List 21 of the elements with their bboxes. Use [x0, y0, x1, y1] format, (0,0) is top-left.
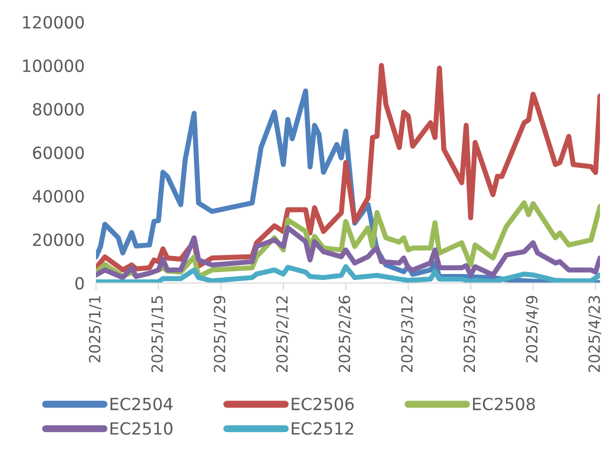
legend-label: EC2510: [110, 422, 172, 435]
x-tick-label: 2025/3/12: [401, 296, 414, 372]
legend-label: EC2512: [292, 422, 354, 435]
x-tick-label: 2025/4/9: [526, 296, 539, 362]
legend-label: EC2508: [473, 398, 535, 410]
y-tick-label: 0: [75, 276, 84, 290]
y-tick-label: 100000: [23, 59, 84, 72]
x-tick-label: 2025/2/26: [338, 296, 352, 372]
x-tick-label: 2025/1/15: [151, 296, 164, 372]
x-tick-label: 2025/4/23: [588, 296, 602, 372]
y-tick-label: 20000: [33, 233, 84, 246]
legend-label: EC2506: [292, 398, 354, 410]
x-tick-label: 2025/2/12: [276, 296, 289, 372]
x-tick-label: 2025/1/29: [214, 296, 227, 372]
legend-label: EC2504: [110, 398, 173, 410]
y-tick-label: 40000: [32, 190, 84, 203]
y-tick-label: 60000: [33, 146, 84, 160]
y-tick-label: 120000: [23, 16, 84, 29]
x-tick-label: 2025/3/26: [464, 296, 476, 372]
x-tick-label: 2025/1/1: [88, 296, 102, 362]
y-tick-label: 80000: [33, 102, 84, 116]
